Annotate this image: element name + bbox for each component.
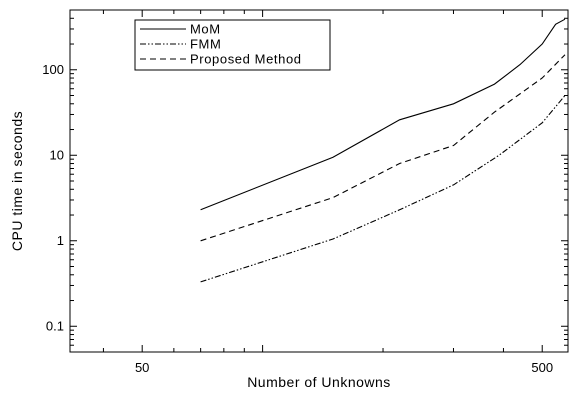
series-line-fmm bbox=[200, 95, 566, 283]
legend-label: FMM bbox=[190, 37, 221, 52]
x-tick-label: 50 bbox=[135, 360, 149, 375]
legend-label: Proposed Method bbox=[190, 52, 302, 67]
series-layer bbox=[200, 18, 566, 283]
x-axis-title: Number of Unknowns bbox=[247, 374, 391, 390]
series-line-mom bbox=[200, 18, 566, 211]
axis-ticks: 0.1 1 10 100 50 500 bbox=[42, 9, 568, 375]
y-tick-label: 100 bbox=[42, 62, 64, 77]
x-tick-label: 500 bbox=[531, 360, 553, 375]
series-line-proposed-method bbox=[200, 54, 566, 242]
y-tick-label: 1 bbox=[57, 233, 64, 248]
y-axis-title: CPU time in seconds bbox=[9, 111, 25, 251]
y-tick-label: 0.1 bbox=[46, 318, 64, 333]
legend-box bbox=[134, 19, 331, 71]
legend-label: MoM bbox=[190, 22, 221, 37]
y-tick-label: 10 bbox=[50, 147, 64, 162]
